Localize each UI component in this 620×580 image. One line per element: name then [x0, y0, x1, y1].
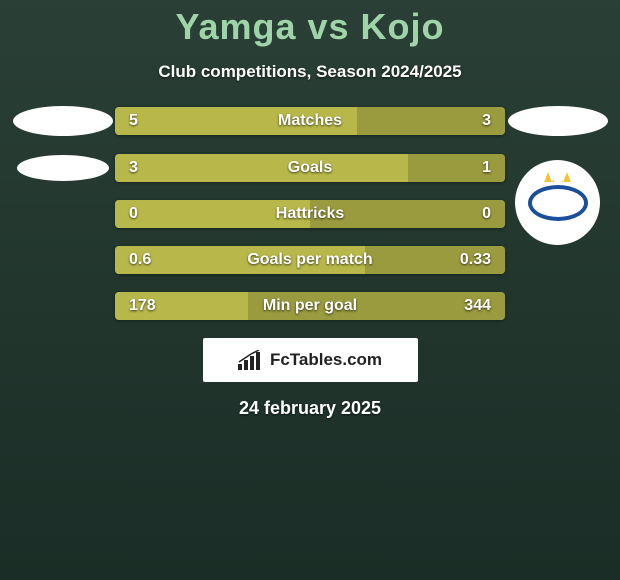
stat-label: Goals per match	[247, 251, 372, 269]
brand-chart-icon	[238, 350, 262, 370]
stat-value-right: 3	[482, 112, 491, 130]
page-title: Yamga vs Kojo	[0, 0, 620, 48]
player1-badge-slot-2	[10, 155, 115, 181]
stat-value-left: 3	[129, 159, 138, 177]
stat-label: Hattricks	[276, 205, 344, 223]
brand-box[interactable]: FcTables.com	[203, 338, 418, 382]
placeholder-icon	[17, 155, 109, 181]
stat-label: Goals	[288, 159, 332, 177]
date: 24 february 2025	[0, 398, 620, 419]
stat-value-left: 178	[129, 297, 156, 315]
stat-value-right: 344	[464, 297, 491, 315]
stat-bar: 5 Matches 3	[115, 107, 505, 135]
placeholder-icon	[13, 106, 113, 136]
stats-zone: 5 Matches 3 3 Goals 1 0	[0, 106, 620, 320]
stat-bar: 3 Goals 1	[115, 154, 505, 182]
stat-value-right: 0	[482, 205, 491, 223]
stat-value-right: 1	[482, 159, 491, 177]
brand-text: FcTables.com	[270, 350, 382, 370]
stat-value-left: 0	[129, 205, 138, 223]
stat-value-left: 5	[129, 112, 138, 130]
stat-value-right: 0.33	[460, 251, 491, 269]
stat-value-left: 0.6	[129, 251, 151, 269]
stat-row-matches: 5 Matches 3	[10, 106, 610, 136]
stat-bar: 178 Min per goal 344	[115, 292, 505, 320]
stat-row-goals: 3 Goals 1	[10, 154, 610, 182]
club-logo-icon	[515, 160, 600, 245]
stat-bar: 0.6 Goals per match 0.33	[115, 246, 505, 274]
player2-badge-slot-1	[505, 106, 610, 136]
stat-row-gpm: 0.6 Goals per match 0.33	[10, 246, 610, 274]
bar-fill-left	[115, 154, 408, 182]
stat-label: Min per goal	[263, 297, 357, 315]
subtitle: Club competitions, Season 2024/2025	[0, 62, 620, 82]
stat-bar: 0 Hattricks 0	[115, 200, 505, 228]
player1-badge-slot-1	[10, 106, 115, 136]
stat-row-mpg: 178 Min per goal 344	[10, 292, 610, 320]
placeholder-icon	[508, 106, 608, 136]
stat-label: Matches	[278, 112, 342, 130]
